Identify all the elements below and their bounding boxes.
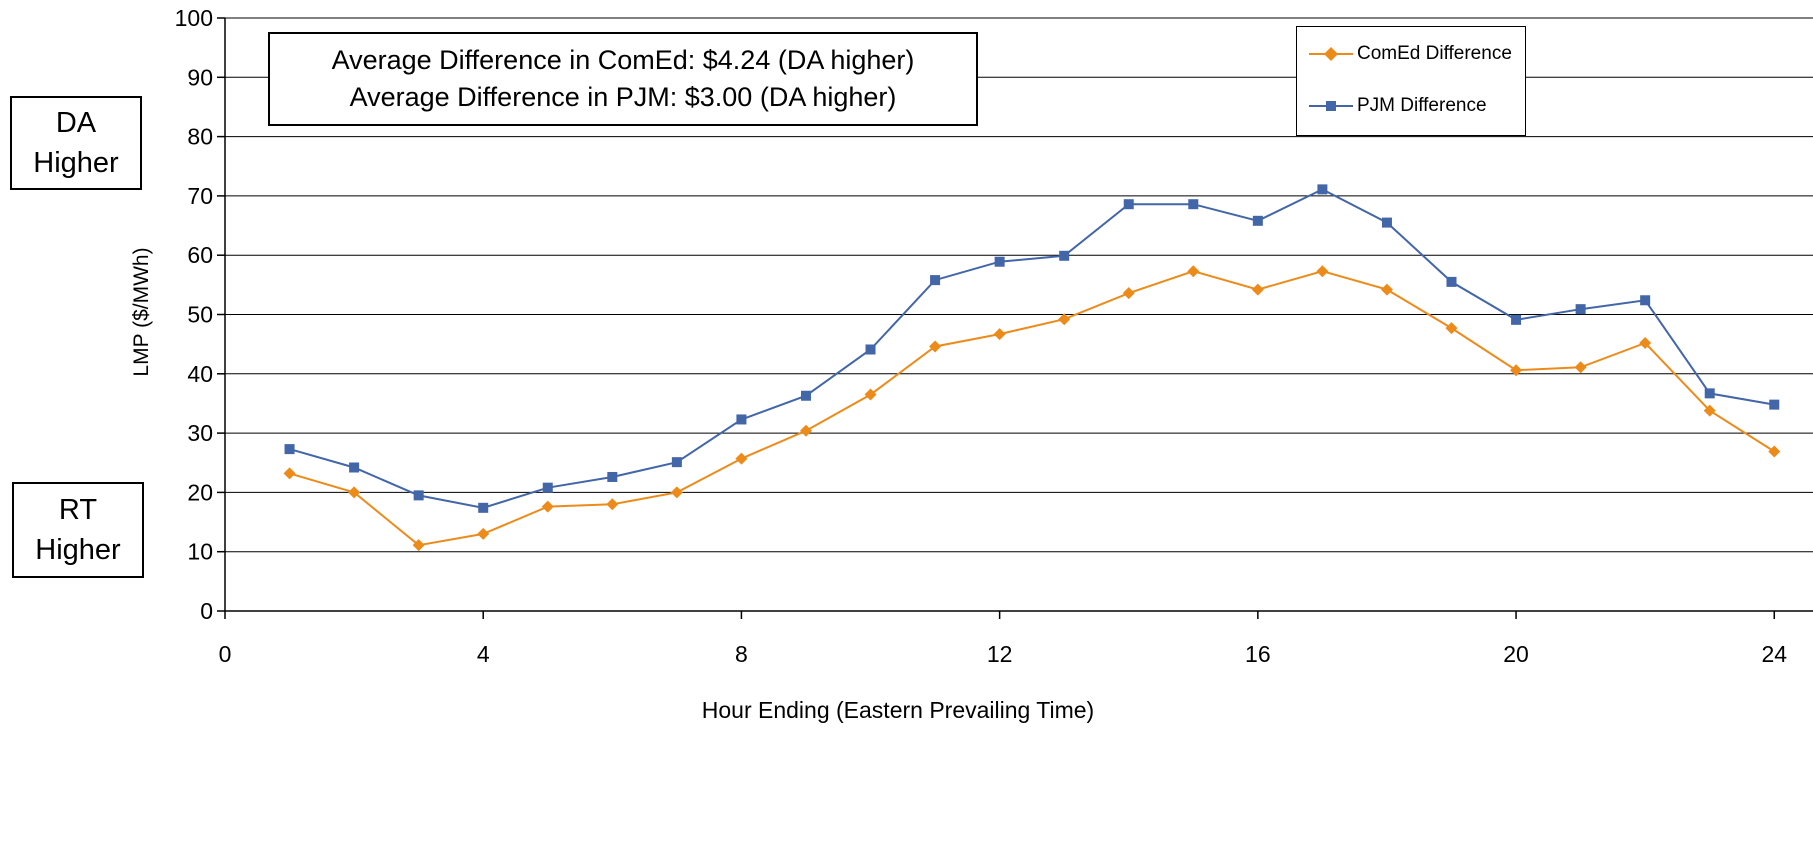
data-point xyxy=(864,388,877,401)
y-tick-label: 30 xyxy=(187,420,213,446)
diamond-marker-icon xyxy=(1309,47,1353,61)
data-point xyxy=(1058,313,1071,326)
series-line xyxy=(289,270,1775,547)
x-tick-label: 16 xyxy=(1245,641,1271,667)
data-point xyxy=(735,452,748,465)
data-point xyxy=(412,539,425,552)
x-tick-label: 4 xyxy=(477,641,490,667)
x-tick-label: 0 xyxy=(219,641,232,667)
chart-legend: ComEd Difference PJM Difference xyxy=(1296,26,1526,136)
series-line xyxy=(289,188,1775,509)
y-tick-label: 20 xyxy=(187,479,213,505)
gridlines xyxy=(225,17,1813,553)
da-higher-label: DA Higher xyxy=(10,96,142,190)
y-tick-label: 80 xyxy=(187,124,213,150)
data-point xyxy=(670,486,683,499)
da-label-line-1: DA xyxy=(55,107,97,139)
y-tick-label: 70 xyxy=(187,183,213,209)
data-point xyxy=(478,502,489,513)
y-tick-label: 60 xyxy=(187,242,213,268)
y-tick-label: 0 xyxy=(200,598,213,624)
rt-label-line-1: RT xyxy=(58,494,98,526)
data-point xyxy=(671,457,682,468)
series-pjm xyxy=(284,184,1780,513)
data-point xyxy=(800,390,811,401)
data-point xyxy=(930,275,941,286)
series-layer xyxy=(283,184,1781,552)
x-axis-ticks: 0 4 8 12 16 20 24 xyxy=(219,611,1787,667)
data-point xyxy=(413,490,424,501)
legend-item-pjm: PJM Difference xyxy=(1309,95,1487,117)
data-point xyxy=(1511,314,1522,325)
data-point xyxy=(1640,295,1651,306)
x-axis-label: Hour Ending (Eastern Prevailing Time) xyxy=(702,697,1094,723)
y-tick-label: 40 xyxy=(187,361,213,387)
legend-label-comed: ComEd Difference xyxy=(1357,43,1512,64)
data-point xyxy=(1251,283,1264,296)
data-point xyxy=(1445,322,1458,335)
data-point xyxy=(994,256,1005,267)
square-marker-icon xyxy=(1309,101,1353,111)
data-point xyxy=(1252,215,1263,226)
legend-label-pjm: PJM Difference xyxy=(1357,95,1487,116)
x-tick-label: 24 xyxy=(1761,641,1787,667)
data-point xyxy=(349,462,360,473)
x-tick-label: 8 xyxy=(735,641,748,667)
average-difference-annotation: Average Difference in ComEd: $4.24 (DA h… xyxy=(268,32,978,126)
data-point xyxy=(1639,336,1652,349)
rt-higher-label: RT Higher xyxy=(12,482,144,578)
data-point xyxy=(348,486,361,499)
data-point xyxy=(283,467,296,480)
rt-label-line-2: Higher xyxy=(35,534,121,566)
y-axis-ticks: 0 10 20 30 40 50 60 70 80 90 100 xyxy=(175,5,225,624)
data-point xyxy=(1703,404,1716,417)
da-label-line-2: Higher xyxy=(33,147,119,179)
data-point xyxy=(1381,217,1392,228)
x-tick-label: 20 xyxy=(1503,641,1529,667)
data-point xyxy=(736,414,747,425)
data-point xyxy=(477,527,490,540)
data-point xyxy=(606,498,619,511)
comed-average-text: Average Difference in ComEd: $4.24 (DA h… xyxy=(331,45,915,75)
y-tick-label: 10 xyxy=(187,539,213,565)
data-point xyxy=(542,482,553,493)
data-point xyxy=(1187,265,1200,278)
y-tick-label: 90 xyxy=(187,64,213,90)
data-point xyxy=(1380,283,1393,296)
data-point xyxy=(929,340,942,353)
data-point xyxy=(1510,364,1523,377)
data-point xyxy=(607,471,618,482)
data-point xyxy=(1768,445,1781,458)
data-point xyxy=(1574,361,1587,374)
y-axis-label: LMP ($/MWh) xyxy=(130,247,153,376)
data-point xyxy=(1316,265,1329,278)
data-point xyxy=(1575,304,1586,315)
data-point xyxy=(1188,199,1199,210)
data-point xyxy=(1704,388,1715,399)
x-tick-label: 12 xyxy=(987,641,1013,667)
data-point xyxy=(1059,250,1070,261)
legend-item-comed: ComEd Difference xyxy=(1309,43,1512,65)
data-point xyxy=(993,328,1006,341)
pjm-average-text: Average Difference in PJM: $3.00 (DA hig… xyxy=(349,82,897,112)
data-point xyxy=(284,444,295,455)
y-tick-label: 100 xyxy=(175,5,213,31)
series-comed xyxy=(283,265,1781,552)
data-point xyxy=(865,344,876,355)
data-point xyxy=(1123,199,1134,210)
data-point xyxy=(1769,399,1780,410)
data-point xyxy=(1317,184,1328,195)
y-tick-label: 50 xyxy=(187,302,213,328)
data-point xyxy=(1122,287,1135,300)
data-point xyxy=(1446,276,1457,287)
data-point xyxy=(799,424,812,437)
data-point xyxy=(541,500,554,513)
